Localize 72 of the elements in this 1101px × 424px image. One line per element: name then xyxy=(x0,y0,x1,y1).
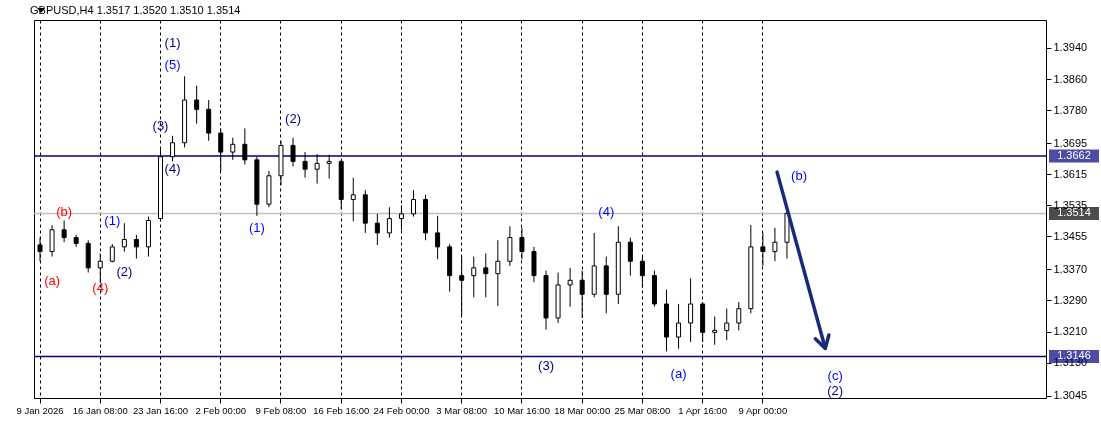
chart-title: GBPUSD,H4 1.3517 1.3520 1.3510 1.3514 xyxy=(30,4,241,16)
y-tick-label: 1.3695 xyxy=(1053,136,1088,149)
candlestick xyxy=(567,267,573,308)
annotation: (c) xyxy=(827,368,843,384)
x-tick-label: 3 Mar 08:00 xyxy=(436,404,488,416)
y-tick-label: 1.3045 xyxy=(1053,389,1088,402)
x-tick-label: 9 Jan 2026 xyxy=(16,404,64,416)
x-tick-label: 10 Mar 16:00 xyxy=(493,404,550,416)
candlestick xyxy=(290,137,296,167)
y-tick-label: 1.3455 xyxy=(1053,229,1088,242)
annotation: (a) xyxy=(670,366,687,382)
candlestick xyxy=(133,234,139,260)
candlestick xyxy=(507,225,513,267)
annotation: (2) xyxy=(116,263,133,279)
candlestick xyxy=(627,237,633,277)
candlestick xyxy=(206,99,212,142)
candlestick xyxy=(495,239,501,307)
x-tick-label: 18 Mar 00:00 xyxy=(554,404,611,416)
x-tick-label: 16 Jan 08:00 xyxy=(72,404,128,416)
candlestick xyxy=(712,315,718,346)
candlestick xyxy=(772,227,778,262)
annotation: (5) xyxy=(164,56,181,72)
y-tick-label: 1.3860 xyxy=(1053,72,1088,85)
candlestick xyxy=(49,224,55,258)
annotation: (b) xyxy=(56,203,73,219)
candlestick xyxy=(350,177,356,222)
x-tick-label: 25 Mar 08:00 xyxy=(614,404,671,416)
y-tick-label: 1.3615 xyxy=(1053,167,1088,180)
candlestick xyxy=(326,154,332,179)
candlestick xyxy=(435,215,441,260)
candlestick xyxy=(688,277,694,343)
ref-line-label: 1.3662 xyxy=(1057,148,1091,161)
x-tick-label: 9 Feb 08:00 xyxy=(255,404,307,416)
y-tick-label: 1.3370 xyxy=(1053,262,1088,275)
annotation: (1) xyxy=(248,219,265,235)
candlestick xyxy=(736,301,742,331)
x-tick-label: 1 Apr 16:00 xyxy=(678,404,727,416)
candlestick xyxy=(676,303,682,350)
annotation: (3) xyxy=(152,118,169,134)
x-tick-label: 9 Apr 00:00 xyxy=(738,404,788,416)
annotation: (1) xyxy=(164,34,181,50)
candlestick xyxy=(483,252,489,298)
y-tick-label: 1.3940 xyxy=(1053,41,1088,54)
x-tick-label: 23 Jan 16:00 xyxy=(133,404,188,416)
annotation: (4) xyxy=(92,279,109,295)
candlestick xyxy=(724,308,730,341)
annotation: (b) xyxy=(791,167,807,183)
candlestick xyxy=(471,256,477,298)
x-tick-label: 24 Feb 00:00 xyxy=(373,404,430,416)
candlestick xyxy=(230,137,236,161)
annotation: (3) xyxy=(538,357,554,373)
candlestick xyxy=(374,213,380,246)
candlestick xyxy=(242,127,248,166)
annotation: (4) xyxy=(164,161,181,177)
annotation: (1) xyxy=(104,213,121,229)
candlestick xyxy=(386,206,392,239)
candlestick xyxy=(170,135,176,162)
candlestick xyxy=(194,85,200,125)
y-tick-label: 1.3290 xyxy=(1053,293,1088,306)
annotation: (a) xyxy=(44,273,61,289)
y-tick-label: 1.3210 xyxy=(1053,325,1088,338)
annotation: (4) xyxy=(598,203,615,219)
x-tick-label: 2 Feb 00:00 xyxy=(195,404,247,416)
candlestick xyxy=(121,222,127,253)
candlestick xyxy=(302,151,308,179)
x-tick-label: 16 Feb 16:00 xyxy=(313,404,370,416)
candlestick xyxy=(411,189,416,218)
annotation: (2) xyxy=(285,110,301,126)
annotation: (2) xyxy=(827,382,844,398)
candlestick xyxy=(61,219,67,243)
y-tick-label: 1.3780 xyxy=(1053,103,1088,116)
candlestick xyxy=(314,153,320,185)
